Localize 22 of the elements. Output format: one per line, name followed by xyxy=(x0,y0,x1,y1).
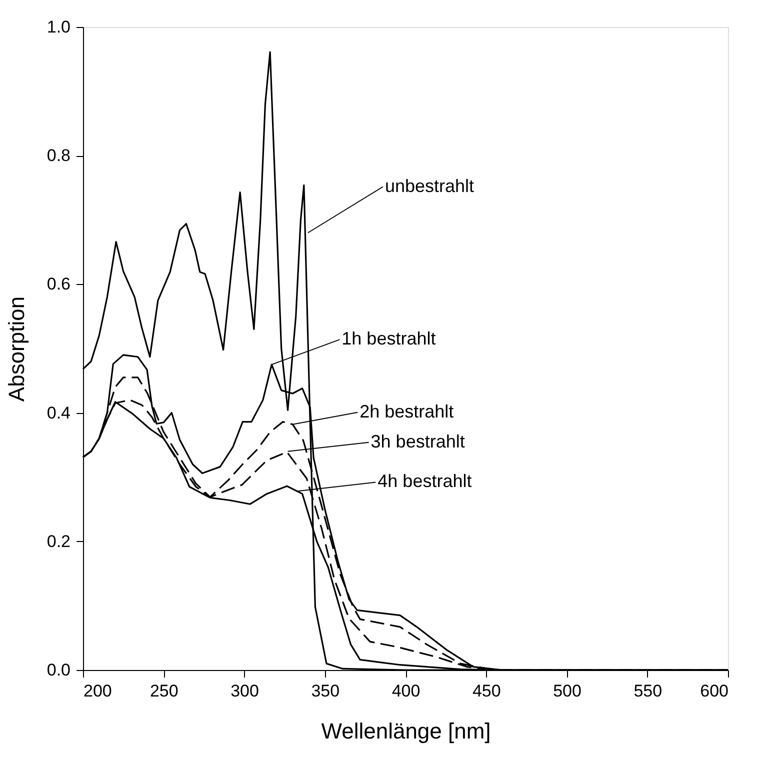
y-axis-title: Absorption xyxy=(4,296,29,402)
x-tick-label: 400 xyxy=(392,682,420,700)
x-tick-label: 350 xyxy=(311,682,340,700)
annotation: 4h bestrahlt xyxy=(378,471,472,492)
x-tick-label: 500 xyxy=(553,682,582,700)
x-tick-label: 450 xyxy=(472,682,501,700)
y-tick-label: 1.0 xyxy=(46,18,70,36)
x-tick-label: 200 xyxy=(84,682,112,700)
x-axis-title: Wellenlänge [nm] xyxy=(321,718,491,744)
y-tick-label: 0.6 xyxy=(46,274,70,294)
x-tick-label: 300 xyxy=(230,682,259,700)
annotation: unbestrahlt xyxy=(384,176,474,196)
y-tick-label: 0.8 xyxy=(46,146,70,166)
annotation: 1h bestrahlt xyxy=(342,328,436,349)
x-tick-label: 250 xyxy=(150,682,178,700)
y-tick-label: 0.4 xyxy=(46,403,70,422)
annotation: 3h bestrahlt xyxy=(370,431,465,452)
x-tick-label: 550 xyxy=(634,682,662,700)
y-tick-label: 0.0 xyxy=(46,660,70,680)
y-tick-label: 0.2 xyxy=(46,532,70,551)
annotation: 2h bestrahlt xyxy=(360,401,454,422)
x-tick-label: 600 xyxy=(700,682,728,700)
